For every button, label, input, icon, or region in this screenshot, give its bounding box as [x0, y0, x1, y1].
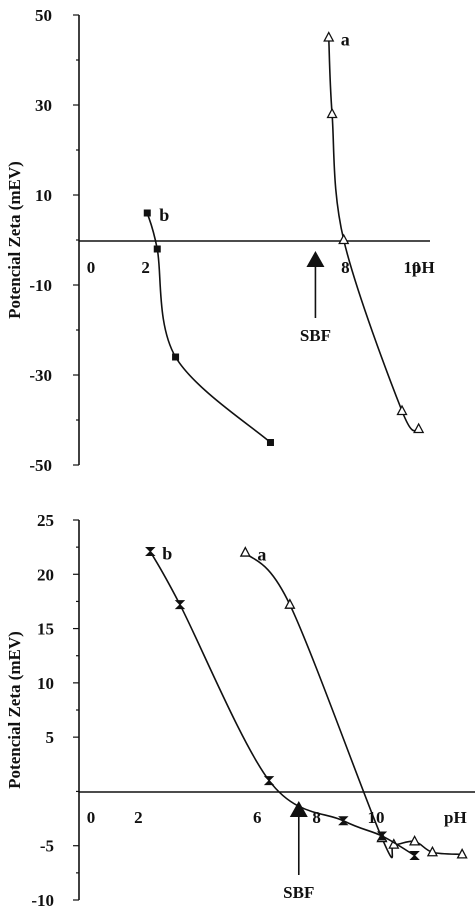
y-tick-label: -30 — [29, 366, 52, 385]
y-tick-label: 5 — [46, 728, 55, 747]
sbf-annotation: SBF — [283, 801, 314, 902]
series-line-a — [244, 552, 463, 859]
sbf-annotation: SBF — [300, 251, 331, 345]
data-point-b — [409, 850, 420, 860]
y-tick-label: 50 — [35, 6, 52, 25]
data-point-a — [338, 233, 350, 245]
y-tick-label: 15 — [37, 620, 54, 639]
arrow-up-icon — [306, 251, 325, 267]
y-tick-label: 20 — [37, 565, 54, 584]
data-point-b — [263, 776, 275, 786]
series-label-b: b — [159, 205, 169, 225]
data-point-b — [153, 245, 161, 253]
y-tick-label: 25 — [37, 511, 54, 530]
sbf-label: SBF — [300, 326, 331, 345]
y-tick-label: -5 — [40, 837, 54, 856]
data-point-a — [239, 546, 251, 557]
data-point-b — [338, 816, 349, 826]
sbf-label: SBF — [283, 883, 314, 902]
data-point-a — [323, 31, 335, 42]
data-point-b — [172, 353, 180, 361]
x-tick-label: 0 — [87, 258, 96, 277]
data-point-a — [456, 848, 468, 859]
x-tick-label: 6 — [253, 808, 262, 827]
series-line-a — [327, 37, 420, 432]
y-tick-label: 10 — [37, 674, 54, 693]
y-axis-title: Potencial Zeta (mEV) — [5, 631, 24, 789]
data-point-b — [174, 600, 186, 610]
arrow-up-icon — [289, 801, 308, 817]
data-point-a — [426, 845, 439, 857]
data-point-a — [413, 422, 425, 434]
y-tick-label: -10 — [29, 276, 52, 295]
data-point-a — [396, 404, 408, 416]
x-tick-label: 2 — [134, 808, 143, 827]
data-point-a — [326, 107, 338, 119]
x-tick-label: 8 — [312, 808, 321, 827]
data-point-a — [284, 598, 296, 609]
data-point-b — [143, 209, 151, 217]
x-tick-label: 2 — [141, 258, 150, 277]
x-axis-title: pH — [412, 258, 435, 277]
data-point-b — [376, 831, 388, 841]
series-label-a: a — [257, 545, 266, 565]
series-label-b: b — [162, 543, 172, 563]
data-point-a — [409, 834, 421, 846]
y-tick-label: -50 — [29, 456, 52, 475]
y-tick-label: 10 — [35, 186, 52, 205]
y-tick-label: -10 — [31, 891, 54, 910]
data-point-b — [266, 439, 274, 446]
series-line-b — [146, 212, 272, 444]
y-tick-label: 30 — [35, 96, 52, 115]
series-b: b — [143, 205, 274, 446]
series-a: a — [323, 30, 425, 434]
data-point-b — [145, 546, 156, 556]
series-label-a: a — [341, 30, 350, 50]
x-tick-label: 0 — [87, 808, 96, 827]
series-a: a — [239, 545, 468, 859]
series-b: b — [145, 543, 420, 860]
x-axis-title: pH — [444, 808, 467, 827]
x-tick-label: 8 — [341, 258, 350, 277]
y-axis-title: Potencial Zeta (mEV) — [5, 161, 24, 319]
x-tick-label: 10 — [404, 258, 421, 277]
